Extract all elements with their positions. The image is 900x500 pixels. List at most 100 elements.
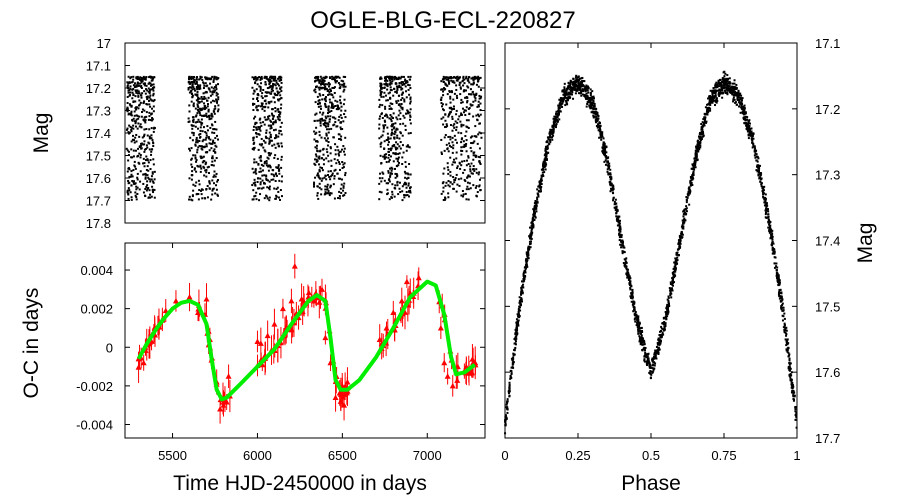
- light-curve-point: [215, 157, 218, 160]
- light-curve-point: [390, 118, 393, 121]
- light-curve-point: [141, 111, 144, 114]
- light-curve-point: [281, 175, 284, 178]
- phase-point: [532, 208, 535, 211]
- light-curve-point: [324, 100, 327, 103]
- light-curve-point: [404, 176, 407, 179]
- light-curve-point: [148, 189, 151, 192]
- phase-point: [566, 99, 569, 102]
- light-curve-point: [446, 162, 449, 165]
- light-curve-point: [338, 190, 341, 193]
- light-curve-point: [152, 163, 155, 166]
- phase-point: [573, 85, 576, 88]
- light-curve-point: [392, 160, 395, 163]
- light-curve-point: [396, 134, 399, 137]
- light-curve-point: [197, 127, 200, 130]
- phase-point: [721, 89, 724, 92]
- light-curve-point: [315, 76, 318, 79]
- light-curve-point: [443, 136, 446, 139]
- phase-point: [603, 151, 606, 154]
- phase-point: [504, 424, 507, 427]
- phase-point: [691, 174, 694, 177]
- light-curve-point: [263, 116, 266, 119]
- light-curve-point: [275, 188, 278, 191]
- light-curve-point: [265, 178, 268, 181]
- light-curve-point: [196, 192, 199, 195]
- phase-point: [632, 310, 635, 313]
- phase-point: [548, 135, 551, 138]
- phase-point: [558, 118, 561, 121]
- light-curve-point: [268, 199, 271, 202]
- light-curve-point: [196, 104, 199, 107]
- light-curve-point: [206, 184, 209, 187]
- light-curve-point: [135, 84, 138, 87]
- phase-point: [762, 195, 765, 198]
- light-curve-point: [480, 88, 483, 91]
- light-curve-point: [453, 158, 456, 161]
- light-curve-point: [126, 110, 129, 113]
- light-curve-point: [206, 115, 209, 118]
- phase-point: [735, 103, 738, 106]
- light-curve-point: [134, 125, 137, 128]
- light-curve-point: [338, 83, 341, 86]
- phase-point: [520, 293, 523, 296]
- oc-point: [316, 299, 323, 305]
- light-curve-point: [137, 95, 140, 98]
- light-curve-point: [321, 82, 324, 85]
- light-curve-point: [409, 186, 412, 189]
- light-curve-point: [146, 159, 149, 162]
- phase-point: [583, 95, 586, 98]
- light-curve-point: [268, 83, 271, 86]
- light-curve-point: [147, 118, 150, 121]
- light-curve-point: [255, 106, 258, 109]
- light-curve-point: [472, 168, 475, 171]
- phase-point: [695, 150, 698, 153]
- light-curve-point: [148, 111, 151, 114]
- light-curve-point: [471, 83, 474, 86]
- light-curve-point: [326, 112, 329, 115]
- light-curve-point: [379, 85, 382, 88]
- light-curve-point: [467, 86, 470, 89]
- light-curve-point: [384, 105, 387, 108]
- light-curve-point: [465, 75, 468, 78]
- light-curve-point: [280, 86, 283, 89]
- light-curve-point: [440, 192, 443, 195]
- light-curve-point: [389, 82, 392, 85]
- light-curve-point: [262, 88, 265, 91]
- phase-point: [624, 265, 627, 268]
- light-curve-point: [397, 157, 400, 160]
- light-curve-point: [379, 145, 382, 148]
- phase-point: [571, 88, 574, 91]
- phase-point: [534, 216, 537, 219]
- light-curve-point: [342, 166, 345, 169]
- light-curve-point: [320, 157, 323, 160]
- light-curve-point: [394, 152, 397, 155]
- light-curve-point: [152, 110, 155, 113]
- light-curve-point: [213, 131, 216, 134]
- light-curve-point: [409, 191, 412, 194]
- light-curve-point: [126, 81, 129, 84]
- light-curve-point: [313, 89, 316, 92]
- light-curve-point: [135, 106, 138, 109]
- phase-point: [664, 325, 667, 328]
- phase-point: [592, 95, 595, 98]
- light-curve-point: [318, 101, 321, 104]
- light-curve-point: [272, 96, 275, 99]
- light-curve-point: [212, 164, 215, 167]
- light-curve-point: [195, 82, 198, 85]
- phase-point: [726, 91, 729, 94]
- phase-point: [532, 215, 535, 218]
- light-curve-point: [343, 147, 346, 150]
- light-curve-point: [193, 87, 196, 90]
- light-curve-point: [270, 126, 273, 129]
- light-curve-point: [343, 85, 346, 88]
- light-curve-point: [390, 78, 393, 81]
- phase-point: [619, 243, 622, 246]
- light-curve-point: [408, 163, 411, 166]
- light-curve-point: [190, 124, 193, 127]
- phase-point: [668, 287, 671, 290]
- light-curve-point: [191, 88, 194, 91]
- phase-point: [792, 385, 795, 388]
- light-curve-point: [392, 127, 395, 130]
- light-curve-point: [473, 95, 476, 98]
- light-curve-point: [146, 95, 149, 98]
